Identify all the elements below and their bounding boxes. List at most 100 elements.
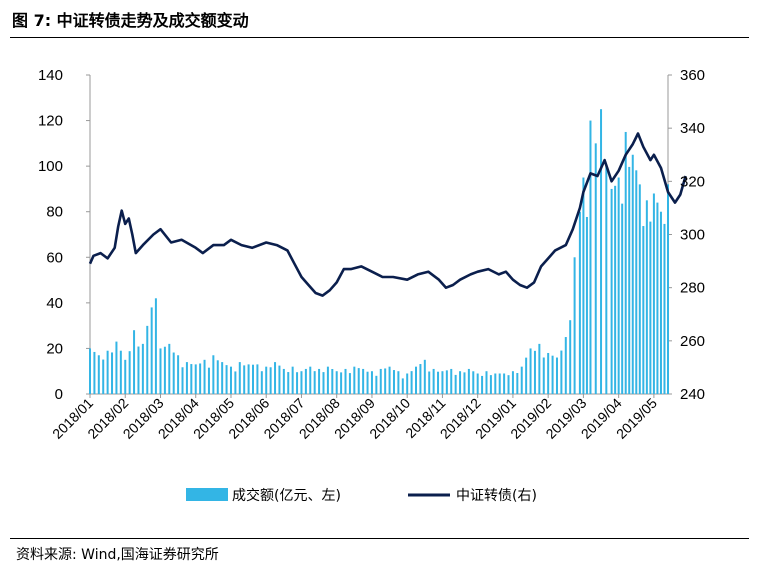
volume-bar — [265, 366, 268, 394]
volume-bar — [594, 143, 597, 394]
volume-bar — [621, 203, 624, 394]
bottom-rule — [10, 538, 749, 539]
volume-bar — [635, 170, 638, 394]
volume-bar — [269, 367, 272, 394]
volume-bar — [459, 371, 462, 394]
volume-bar — [585, 216, 588, 394]
volume-bar — [357, 368, 360, 394]
legend-bar-swatch — [186, 488, 228, 501]
volume-bar — [115, 341, 118, 394]
volume-bar — [340, 372, 343, 394]
volume-bar — [529, 348, 532, 394]
volume-bar — [287, 372, 290, 394]
volume-bar — [375, 375, 378, 394]
volume-bar — [659, 211, 662, 394]
volume-bar — [348, 373, 351, 394]
legend-bar-label: 成交额(亿元、左) — [232, 487, 341, 504]
volume-bar — [551, 355, 554, 394]
volume-bar — [256, 364, 259, 394]
volume-bar — [388, 366, 391, 394]
volume-bar — [243, 365, 246, 394]
volume-bar — [441, 371, 444, 394]
volume-bar — [225, 365, 228, 394]
volume-bar — [97, 355, 100, 394]
volume-bar — [578, 211, 581, 394]
volume-bar — [282, 368, 285, 394]
volume-bar — [119, 350, 122, 394]
volume-bar — [628, 166, 631, 394]
volume-bar — [234, 371, 237, 394]
volume-bar — [379, 368, 382, 394]
volume-bar — [564, 337, 567, 394]
volume-bar — [614, 185, 617, 394]
volume-bar — [177, 355, 180, 394]
volume-bar — [181, 367, 184, 394]
volume-bar — [194, 364, 197, 394]
volume-bar — [353, 366, 356, 394]
top-rule — [10, 37, 749, 38]
volume-bar — [304, 368, 307, 394]
volume-bar — [291, 366, 294, 394]
volume-bar — [163, 346, 166, 394]
volume-bar — [450, 368, 453, 394]
volume-bar — [300, 371, 303, 394]
volume-bar — [203, 359, 206, 394]
volume-bar — [667, 184, 669, 394]
volume-bar — [481, 375, 484, 394]
volume-bar — [331, 369, 334, 394]
volume-bar — [221, 362, 224, 394]
volume-bar — [168, 343, 171, 394]
volume-bar — [322, 372, 325, 394]
volume-bar — [384, 368, 387, 394]
volume-bar — [260, 371, 263, 394]
volume-bar — [511, 371, 514, 394]
volume-bar — [538, 343, 541, 394]
volume-bar — [309, 366, 312, 394]
volume-bar — [216, 360, 219, 394]
volume-bar — [649, 221, 652, 394]
y-right-tick-label: 340 — [680, 120, 705, 137]
volume-bar — [663, 223, 666, 394]
volume-bar — [516, 372, 519, 394]
volume-bar — [172, 352, 175, 394]
legend-line-label: 中证转债(右) — [456, 488, 537, 504]
y-left-tick-label: 20 — [46, 340, 63, 357]
volume-bar — [437, 371, 440, 394]
volume-bar — [507, 375, 510, 394]
volume-bar — [555, 357, 558, 394]
chart: 0204060801001201402402602803003203403602… — [38, 67, 705, 504]
volume-bar — [476, 373, 479, 394]
volume-bar — [278, 365, 281, 394]
volume-bar — [238, 362, 241, 394]
volume-bar — [89, 348, 91, 394]
volume-bar — [432, 368, 435, 394]
volume-bar — [150, 307, 153, 394]
volume-bar — [415, 366, 418, 394]
volume-bars — [89, 109, 669, 395]
volume-bar — [638, 184, 641, 394]
volume-bar — [569, 320, 572, 394]
volume-bar — [485, 371, 488, 394]
volume-bar — [631, 154, 634, 394]
y-left-tick-label: 140 — [38, 67, 63, 84]
volume-bar — [656, 202, 659, 394]
volume-bar — [454, 374, 457, 394]
volume-bar — [199, 363, 202, 394]
volume-bar — [370, 371, 373, 394]
volume-bar — [296, 372, 299, 394]
index-line — [88, 132, 687, 297]
source-note: 资料来源: Wind,国海证券研究所 — [16, 547, 219, 563]
volume-bar — [128, 351, 131, 394]
volume-bar — [207, 367, 210, 394]
y-right-tick-label: 280 — [680, 280, 705, 297]
volume-bar — [494, 373, 497, 394]
y-left-tick-label: 100 — [38, 158, 63, 175]
volume-bar — [547, 352, 550, 394]
volume-bar — [419, 364, 422, 394]
volume-bar — [533, 350, 536, 394]
volume-bar — [102, 359, 105, 394]
volume-bar — [159, 348, 162, 394]
y-left-tick-label: 80 — [46, 204, 63, 221]
volume-bar — [229, 366, 232, 394]
volume-bar — [137, 346, 140, 394]
